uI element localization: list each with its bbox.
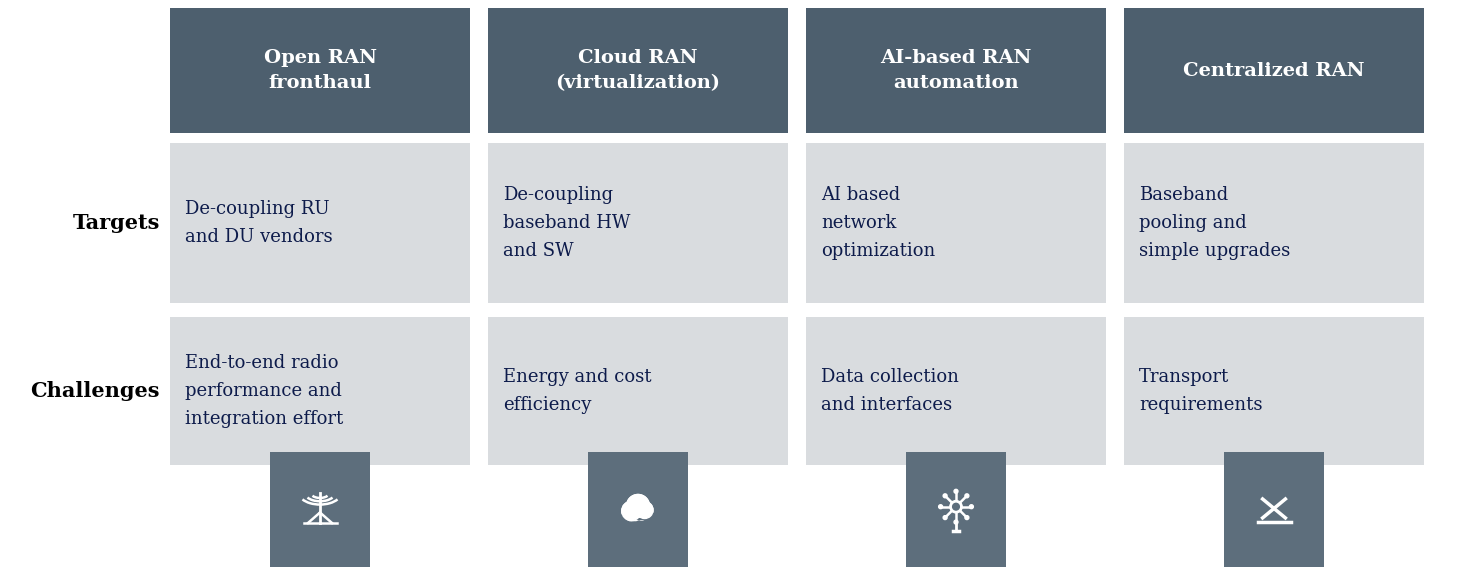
Bar [805,317,1106,465]
Text: Data collection
and interfaces: Data collection and interfaces [822,368,959,414]
Bar [1124,143,1424,303]
Text: Centralized RAN: Centralized RAN [1184,61,1364,80]
Circle shape [943,516,948,520]
Bar [1124,8,1424,133]
Bar [170,143,469,303]
Circle shape [943,494,948,498]
Circle shape [949,501,962,513]
Bar [489,317,788,465]
Bar [270,452,370,567]
Text: Energy and cost
efficiency: Energy and cost efficiency [503,368,651,414]
Circle shape [626,495,650,517]
Bar [170,317,469,465]
Circle shape [970,505,974,509]
Bar [1223,452,1325,567]
Bar [170,8,469,133]
Bar [1124,317,1424,465]
Circle shape [965,494,968,498]
Text: AI based
network
optimization: AI based network optimization [822,186,936,260]
Bar [489,143,788,303]
Text: Cloud RAN
(virtualization): Cloud RAN (virtualization) [556,49,720,92]
Bar [907,452,1006,567]
Bar [805,8,1106,133]
Circle shape [622,501,641,521]
Circle shape [954,490,958,493]
Text: AI-based RAN
automation: AI-based RAN automation [880,49,1031,92]
Circle shape [637,502,653,518]
Circle shape [952,503,959,510]
Text: De-coupling RU
and DU vendors: De-coupling RU and DU vendors [185,200,333,246]
Circle shape [635,508,647,520]
Circle shape [622,501,641,521]
Circle shape [626,495,650,517]
Text: Baseband
pooling and
simple upgrades: Baseband pooling and simple upgrades [1138,186,1291,260]
Text: De-coupling
baseband HW
and SW: De-coupling baseband HW and SW [503,186,631,260]
Bar [805,143,1106,303]
Circle shape [965,516,968,520]
Text: Challenges: Challenges [31,381,160,401]
Circle shape [939,505,943,509]
Bar [489,8,788,133]
Circle shape [954,520,958,524]
Bar [588,452,688,567]
Text: End-to-end radio
performance and
integration effort: End-to-end radio performance and integra… [185,354,343,428]
Text: Targets: Targets [73,213,160,233]
Bar [622,513,654,520]
Circle shape [637,502,653,518]
Text: Open RAN
fronthaul: Open RAN fronthaul [264,49,377,92]
Circle shape [628,507,641,521]
Text: Transport
requirements: Transport requirements [1138,368,1263,414]
